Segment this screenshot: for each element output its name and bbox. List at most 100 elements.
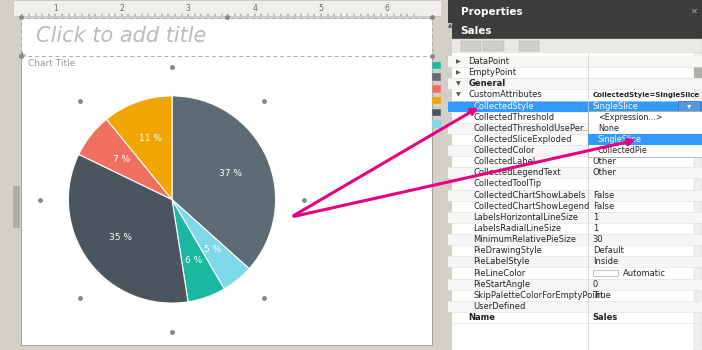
Bar <box>13 0 441 16</box>
Text: CollectedChartShowLegend: CollectedChartShowLegend <box>473 202 590 211</box>
Text: CustomAttributes: CustomAttributes <box>468 90 542 99</box>
Bar <box>448 23 702 39</box>
Bar <box>448 256 702 267</box>
Bar <box>448 279 702 290</box>
Bar <box>448 0 702 23</box>
Text: CollectedPie: CollectedPie <box>598 146 647 155</box>
Bar <box>590 145 654 156</box>
Text: False: False <box>592 202 614 211</box>
Bar <box>448 301 702 312</box>
Text: ▶: ▶ <box>456 59 461 64</box>
Text: ▲: ▲ <box>448 24 452 29</box>
Bar <box>448 145 702 156</box>
Text: CollectedLegendText: CollectedLegendText <box>473 168 561 177</box>
Text: CollectedStyle=SingleSlice: CollectedStyle=SingleSlice <box>592 92 700 98</box>
Text: 35 %: 35 % <box>109 233 132 242</box>
Text: PieLineColor: PieLineColor <box>473 268 526 278</box>
Text: PieLabelStyle: PieLabelStyle <box>473 257 530 266</box>
Bar <box>588 134 702 145</box>
Bar <box>448 100 702 112</box>
Legend: Product 1, Product 2, Product 3, Product 4, Product 5, Product 6: Product 1, Product 2, Product 3, Product… <box>432 62 491 129</box>
Text: EmptyPoint: EmptyPoint <box>468 68 516 77</box>
Text: Click to add title: Click to add title <box>37 26 206 47</box>
Text: Sales: Sales <box>592 313 618 322</box>
Text: Other: Other <box>592 157 617 166</box>
Wedge shape <box>107 96 172 200</box>
Text: CollectedSliceExploded: CollectedSliceExploded <box>473 135 572 144</box>
Bar <box>694 53 702 350</box>
Text: Properties: Properties <box>461 7 522 16</box>
Text: 1: 1 <box>592 224 598 233</box>
Text: UserDefined: UserDefined <box>473 302 526 311</box>
Text: 7 %: 7 % <box>113 155 130 164</box>
Text: Automatic: Automatic <box>623 268 666 278</box>
Bar <box>484 41 504 51</box>
Text: ✛: ✛ <box>19 51 26 61</box>
Text: 1: 1 <box>592 213 598 222</box>
Text: Other: Other <box>592 168 617 177</box>
Text: Name: Name <box>468 313 495 322</box>
Text: ▼: ▼ <box>456 81 461 86</box>
Text: Inside: Inside <box>592 257 618 266</box>
Text: 6 %: 6 % <box>185 256 202 265</box>
Bar <box>448 190 702 201</box>
Bar <box>448 212 702 223</box>
Text: ▼: ▼ <box>456 92 461 97</box>
Text: ✕: ✕ <box>691 7 698 16</box>
Bar <box>448 53 702 350</box>
Bar <box>678 101 700 111</box>
Text: CollectedColor: CollectedColor <box>473 146 535 155</box>
Text: 4: 4 <box>252 4 257 13</box>
Text: LabelsRadialLineSize: LabelsRadialLineSize <box>473 224 562 233</box>
Text: CollectedChartShowLabels: CollectedChartShowLabels <box>473 191 585 199</box>
Bar <box>448 123 702 134</box>
Text: Sales: Sales <box>461 26 492 36</box>
Wedge shape <box>172 96 276 269</box>
Text: 2: 2 <box>119 4 124 13</box>
Text: DataPoint: DataPoint <box>468 57 509 66</box>
Text: 1: 1 <box>53 4 58 13</box>
Text: SkipPaletteColorForEmptyPoint: SkipPaletteColorForEmptyPoint <box>473 291 604 300</box>
Bar <box>588 111 702 157</box>
Text: CollectedThresholdUsePer...: CollectedThresholdUsePer... <box>473 124 591 133</box>
Wedge shape <box>68 154 188 303</box>
Text: CollectedThreshold: CollectedThreshold <box>473 113 555 122</box>
Wedge shape <box>79 119 172 200</box>
Text: 0: 0 <box>592 280 598 289</box>
Text: 11 %: 11 % <box>139 134 162 144</box>
Text: Chart Title: Chart Title <box>27 58 75 68</box>
Text: ▾: ▾ <box>687 102 691 111</box>
Text: 30: 30 <box>592 235 603 244</box>
Text: MinimumRelativePieSize: MinimumRelativePieSize <box>473 235 576 244</box>
Text: 5: 5 <box>319 4 324 13</box>
Text: PieDrawingStyle: PieDrawingStyle <box>473 246 542 255</box>
Text: General: General <box>468 79 505 88</box>
Text: SingleSlice: SingleSlice <box>592 102 639 111</box>
Bar <box>448 167 702 178</box>
Bar <box>448 56 702 67</box>
Text: None: None <box>598 124 618 133</box>
Text: 5 %: 5 % <box>204 245 221 254</box>
Wedge shape <box>172 199 249 289</box>
Text: True: True <box>592 291 611 300</box>
Bar <box>448 39 702 53</box>
Wedge shape <box>172 199 224 302</box>
Text: Default: Default <box>592 246 623 255</box>
Bar <box>448 234 702 245</box>
Bar <box>21 18 432 56</box>
Text: PieStartAngle: PieStartAngle <box>473 280 531 289</box>
Text: ▶: ▶ <box>456 70 461 75</box>
Text: 6: 6 <box>385 4 390 13</box>
Bar <box>694 66 702 88</box>
Text: <Expression...>: <Expression...> <box>598 113 663 122</box>
Text: False: False <box>592 191 614 199</box>
Text: SingleSlice: SingleSlice <box>598 135 642 144</box>
Text: CollectedStyle: CollectedStyle <box>473 102 534 111</box>
Bar <box>519 41 539 51</box>
Text: CollectedLabel: CollectedLabel <box>473 157 536 166</box>
Text: LabelsHorizontalLineSize: LabelsHorizontalLineSize <box>473 213 578 222</box>
Text: CollectedToolTip: CollectedToolTip <box>473 180 541 189</box>
Bar <box>448 78 702 89</box>
Bar <box>592 270 618 276</box>
Bar <box>13 186 20 228</box>
